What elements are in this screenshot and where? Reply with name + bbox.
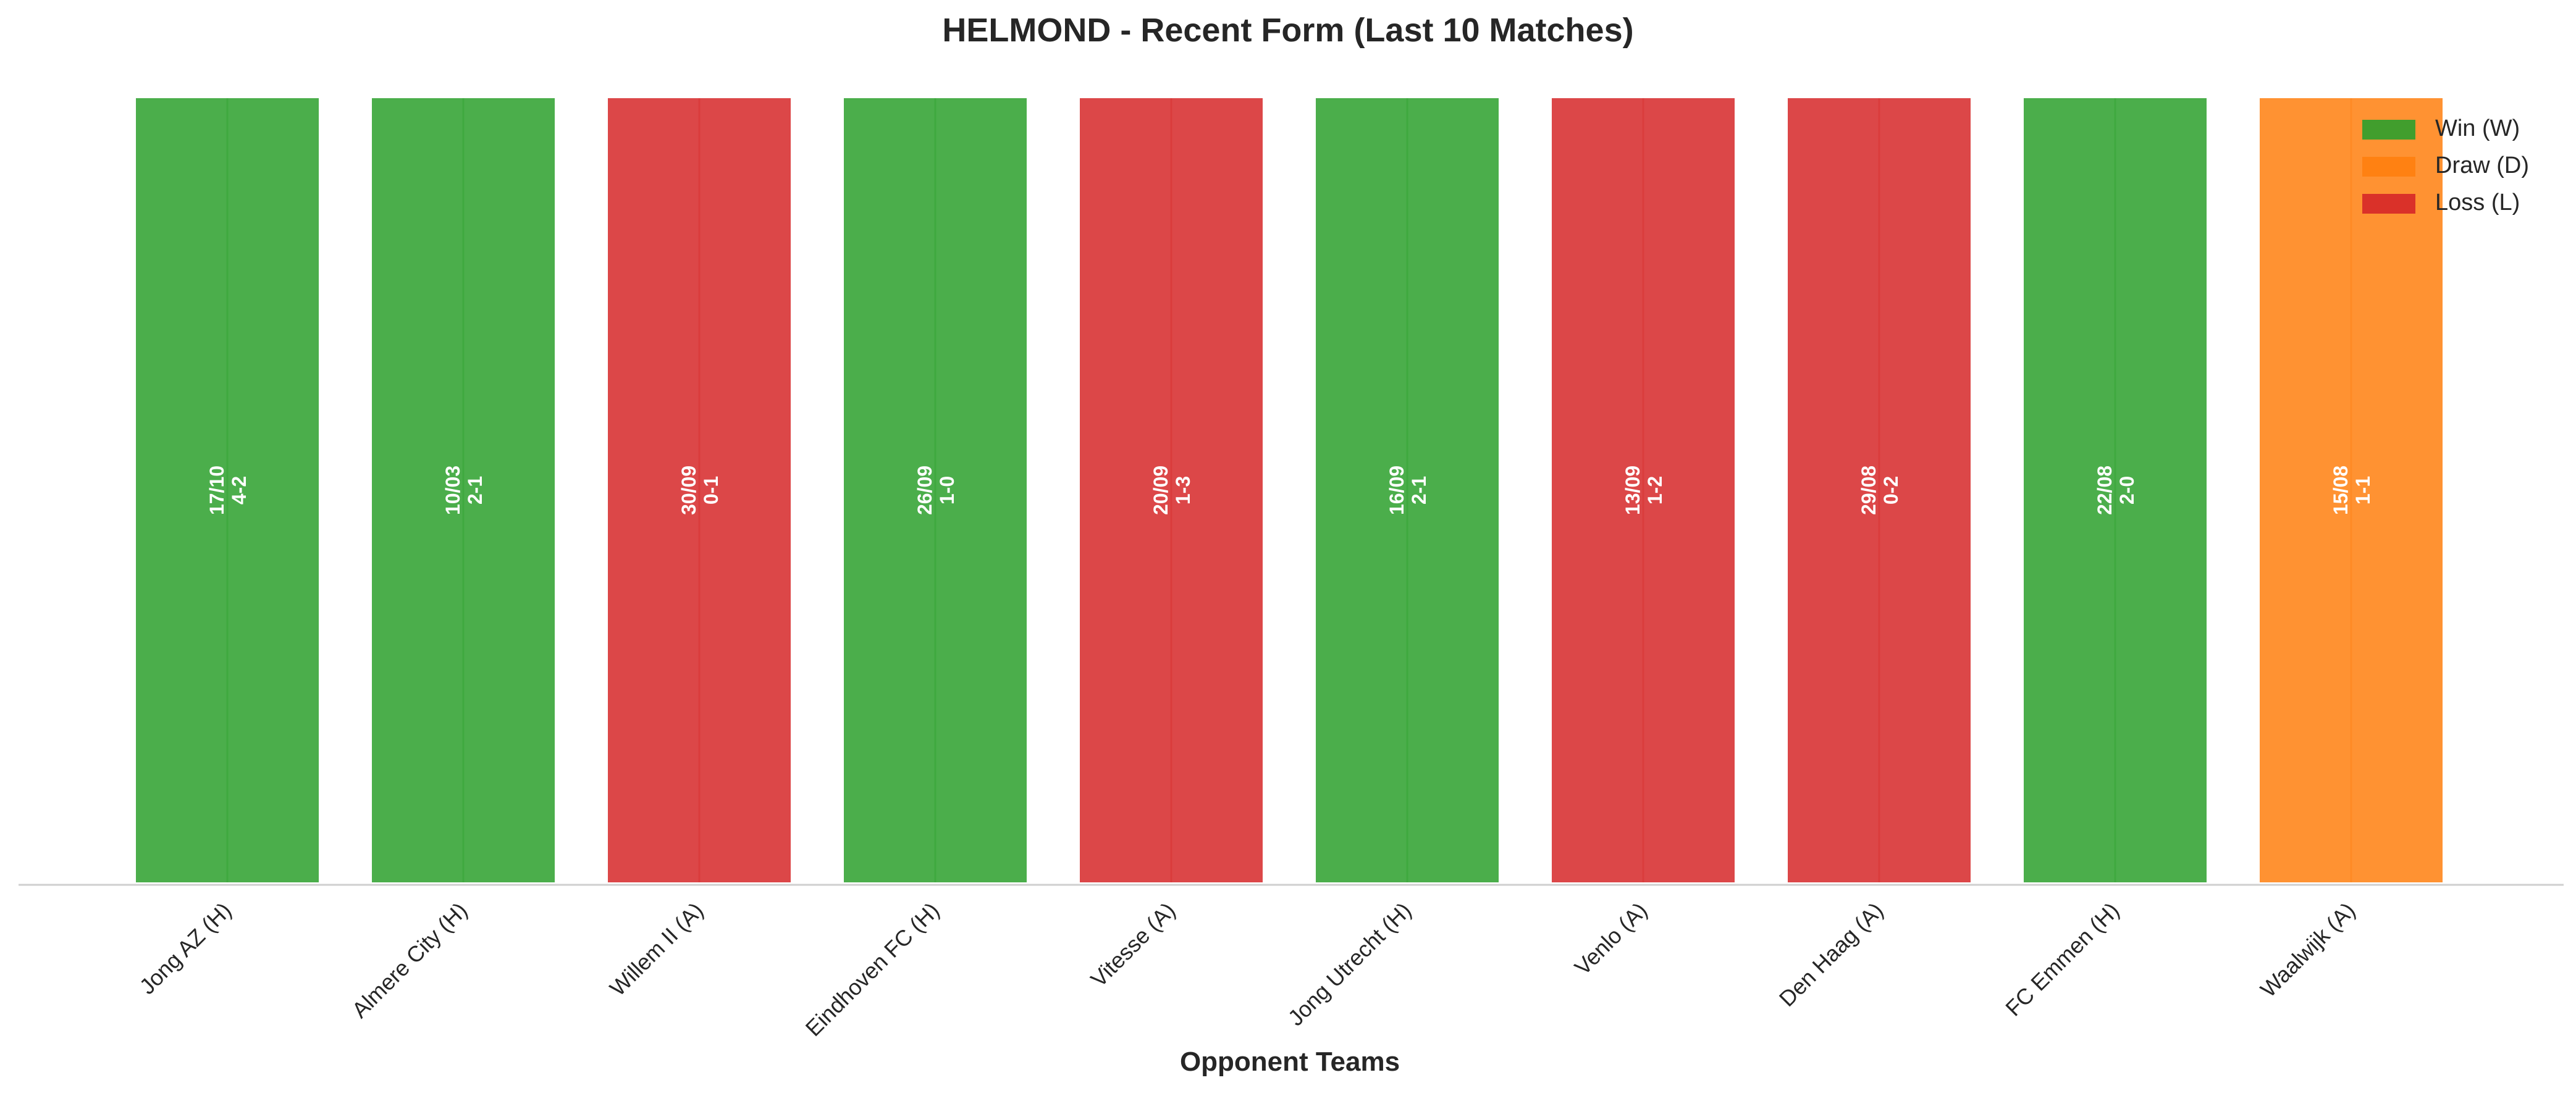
bar-score: 1-1 <box>2352 476 2374 504</box>
legend: Win (W) Draw (D) Loss (L) <box>2362 115 2529 215</box>
bar-date: 13/09 <box>1622 466 1644 515</box>
bar-group: 17/104-2 <box>133 96 321 885</box>
bar-score: 0-1 <box>700 476 722 504</box>
bar-date: 29/08 <box>1858 466 1880 515</box>
bar <box>1785 96 1973 885</box>
legend-item: Draw (D) <box>2362 153 2529 178</box>
legend-item: Win (W) <box>2362 115 2520 141</box>
bar-group: 29/080-2 <box>1785 96 1973 885</box>
bar-group: 16/092-1 <box>1313 96 1501 885</box>
bar-date: 15/08 <box>2330 466 2352 515</box>
legend-label: Draw (D) <box>2435 153 2529 178</box>
x-axis-label: Opponent Teams <box>1180 1047 1400 1077</box>
legend-label: Win (W) <box>2435 115 2520 141</box>
bar <box>2021 96 2209 885</box>
legend-swatch <box>2362 194 2415 214</box>
bar-data-label: 30/090-1 <box>678 466 722 515</box>
bar-data-label: 13/091-2 <box>1622 466 1666 515</box>
x-tick-label: Den Haag (A) <box>1774 897 1888 1011</box>
x-tick-label: Jong AZ (H) <box>135 897 237 999</box>
bar-score: 1-2 <box>1644 476 1666 504</box>
x-tick-labels: Jong AZ (H) Almere City (H) Willem II (A) E… <box>135 897 2360 1041</box>
bar-score: 4-2 <box>228 476 250 504</box>
bar <box>2257 96 2445 885</box>
bar-date: 20/09 <box>1150 466 1172 515</box>
x-tick-label: Eindhoven FC (H) <box>801 897 945 1041</box>
bar-group: 22/082-0 <box>2021 96 2209 885</box>
x-tick-label: Willem II (A) <box>605 897 709 1001</box>
bar-data-label: 26/091-0 <box>914 466 958 515</box>
bar <box>841 96 1029 885</box>
legend-swatch <box>2362 120 2415 140</box>
x-tick-label: Jong Utrecht (H) <box>1283 897 1416 1031</box>
bar-date: 30/09 <box>678 466 700 515</box>
bar-data-label: 20/091-3 <box>1150 466 1194 515</box>
bar <box>369 96 557 885</box>
bar-group: 30/090-1 <box>605 96 793 885</box>
bar-score: 2-0 <box>2116 476 2138 504</box>
legend-label: Loss (L) <box>2435 190 2520 215</box>
bar-score: 2-1 <box>464 476 486 504</box>
bar-group: 26/091-0 <box>841 96 1029 885</box>
bar <box>1313 96 1501 885</box>
bar <box>1549 96 1737 885</box>
chart-title: HELMOND - Recent Form (Last 10 Matches) <box>942 12 1633 49</box>
bar-score: 1-3 <box>1172 476 1194 504</box>
bar-data-label: 10/032-1 <box>442 466 486 515</box>
bar <box>133 96 321 885</box>
bar-data-label: 16/092-1 <box>1386 466 1430 515</box>
bar-score: 0-2 <box>1880 476 1902 504</box>
bar-group: 15/081-1 <box>2257 96 2445 885</box>
bar-data-label: 17/104-2 <box>206 466 250 515</box>
bar-data-label: 15/081-1 <box>2330 466 2374 515</box>
bar-score: 1-0 <box>936 476 958 504</box>
legend-swatch <box>2362 157 2415 177</box>
bar-date: 22/08 <box>2094 466 2116 515</box>
bar-date: 26/09 <box>914 466 936 515</box>
legend-item: Loss (L) <box>2362 190 2520 215</box>
bar-group: 20/091-3 <box>1077 96 1265 885</box>
bar-group: 13/091-2 <box>1549 96 1737 885</box>
bar-date: 16/09 <box>1386 466 1408 515</box>
x-tick-label: Venlo (A) <box>1570 897 1652 980</box>
x-tick-label: Waalwijk (A) <box>2255 897 2360 1002</box>
x-tick-label: FC Emmen (H) <box>2000 897 2124 1021</box>
bar-group: 10/032-1 <box>369 96 557 885</box>
bar-data-label: 22/082-0 <box>2094 466 2138 515</box>
x-tick-label: Vitesse (A) <box>1085 897 1180 992</box>
bars-layer: 17/104-2 10/032-1 30/090-1 26/091-0 20/091-3… <box>133 96 2445 885</box>
bar-date: 17/10 <box>206 466 228 515</box>
x-tick-label: Almere City (H) <box>347 897 472 1023</box>
bar-score: 2-1 <box>1408 476 1430 504</box>
bar-date: 10/03 <box>442 466 464 515</box>
bar <box>605 96 793 885</box>
bar <box>1077 96 1265 885</box>
bar-data-label: 29/080-2 <box>1858 466 1902 515</box>
